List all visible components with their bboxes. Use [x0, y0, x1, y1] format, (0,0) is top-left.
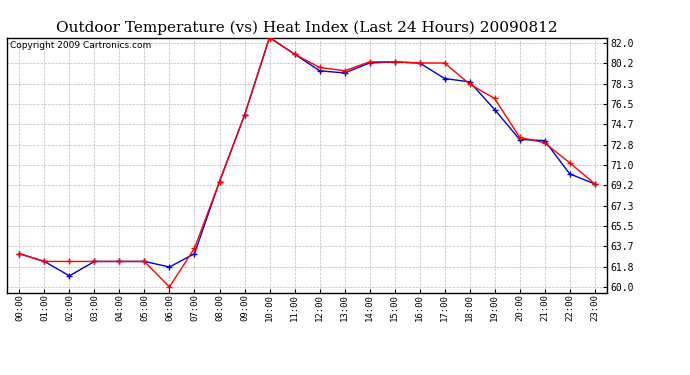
Text: Copyright 2009 Cartronics.com: Copyright 2009 Cartronics.com [10, 41, 151, 50]
Title: Outdoor Temperature (vs) Heat Index (Last 24 Hours) 20090812: Outdoor Temperature (vs) Heat Index (Las… [57, 21, 558, 35]
